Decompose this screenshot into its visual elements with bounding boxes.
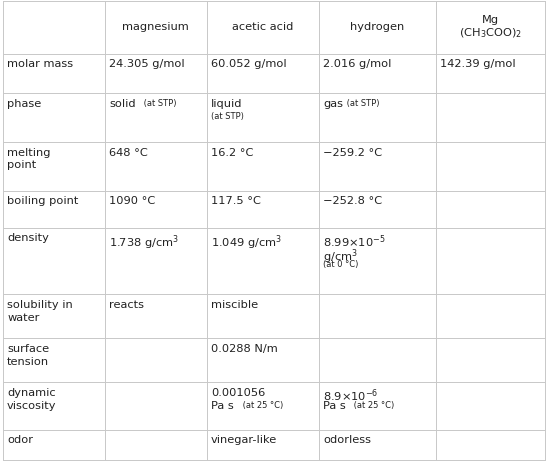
Text: point: point (7, 160, 37, 171)
Text: −252.8 °C: −252.8 °C (323, 196, 382, 206)
Text: Pa s: Pa s (211, 401, 234, 411)
Text: phase: phase (7, 99, 41, 109)
Text: (at 25 °C): (at 25 °C) (240, 401, 283, 410)
Text: 1090 °C: 1090 °C (109, 196, 156, 206)
Text: (at STP): (at STP) (141, 99, 176, 108)
Text: melting: melting (7, 148, 51, 158)
Text: tension: tension (7, 357, 49, 367)
Text: reacts: reacts (109, 300, 144, 310)
Text: solid: solid (109, 99, 136, 109)
Text: 648 °C: 648 °C (109, 148, 148, 158)
Text: acetic acid: acetic acid (232, 23, 293, 32)
Text: 117.5 °C: 117.5 °C (211, 196, 261, 206)
Text: 1.738 g/cm$^3$: 1.738 g/cm$^3$ (109, 233, 179, 252)
Text: density: density (7, 233, 49, 243)
Text: hydrogen: hydrogen (350, 23, 405, 32)
Text: viscosity: viscosity (7, 401, 57, 411)
Text: g/cm$^3$: g/cm$^3$ (323, 247, 358, 266)
Text: 8.9$\times$10$^{-6}$: 8.9$\times$10$^{-6}$ (323, 388, 378, 404)
Text: (at 25 °C): (at 25 °C) (351, 401, 395, 410)
Text: 1.049 g/cm$^3$: 1.049 g/cm$^3$ (211, 233, 282, 252)
Text: gas: gas (323, 99, 343, 109)
Text: Mg: Mg (482, 15, 499, 24)
Text: (at STP): (at STP) (211, 112, 244, 121)
Text: 24.305 g/mol: 24.305 g/mol (109, 59, 185, 70)
Text: miscible: miscible (211, 300, 258, 310)
Text: odorless: odorless (323, 435, 371, 445)
Text: boiling point: boiling point (7, 196, 79, 206)
Text: (at 0 °C): (at 0 °C) (323, 260, 358, 269)
Text: 8.99$\times$10$^{-5}$: 8.99$\times$10$^{-5}$ (323, 233, 385, 250)
Text: odor: odor (7, 435, 33, 445)
Text: molar mass: molar mass (7, 59, 73, 70)
Text: magnesium: magnesium (122, 23, 189, 32)
Text: (CH$_3$COO)$_2$: (CH$_3$COO)$_2$ (459, 26, 522, 40)
Text: solubility in: solubility in (7, 300, 73, 310)
Text: 0.0288 N/m: 0.0288 N/m (211, 344, 278, 354)
Text: surface: surface (7, 344, 49, 354)
Text: Pa s: Pa s (323, 401, 346, 411)
Text: liquid: liquid (211, 99, 242, 109)
Text: 60.052 g/mol: 60.052 g/mol (211, 59, 287, 70)
Text: water: water (7, 313, 39, 323)
Text: 0.001056: 0.001056 (211, 388, 265, 398)
Text: −259.2 °C: −259.2 °C (323, 148, 382, 158)
Text: dynamic: dynamic (7, 388, 56, 398)
Text: vinegar-like: vinegar-like (211, 435, 277, 445)
Text: 16.2 °C: 16.2 °C (211, 148, 253, 158)
Text: (at STP): (at STP) (343, 99, 379, 108)
Text: 142.39 g/mol: 142.39 g/mol (441, 59, 516, 70)
Text: 2.016 g/mol: 2.016 g/mol (323, 59, 391, 70)
